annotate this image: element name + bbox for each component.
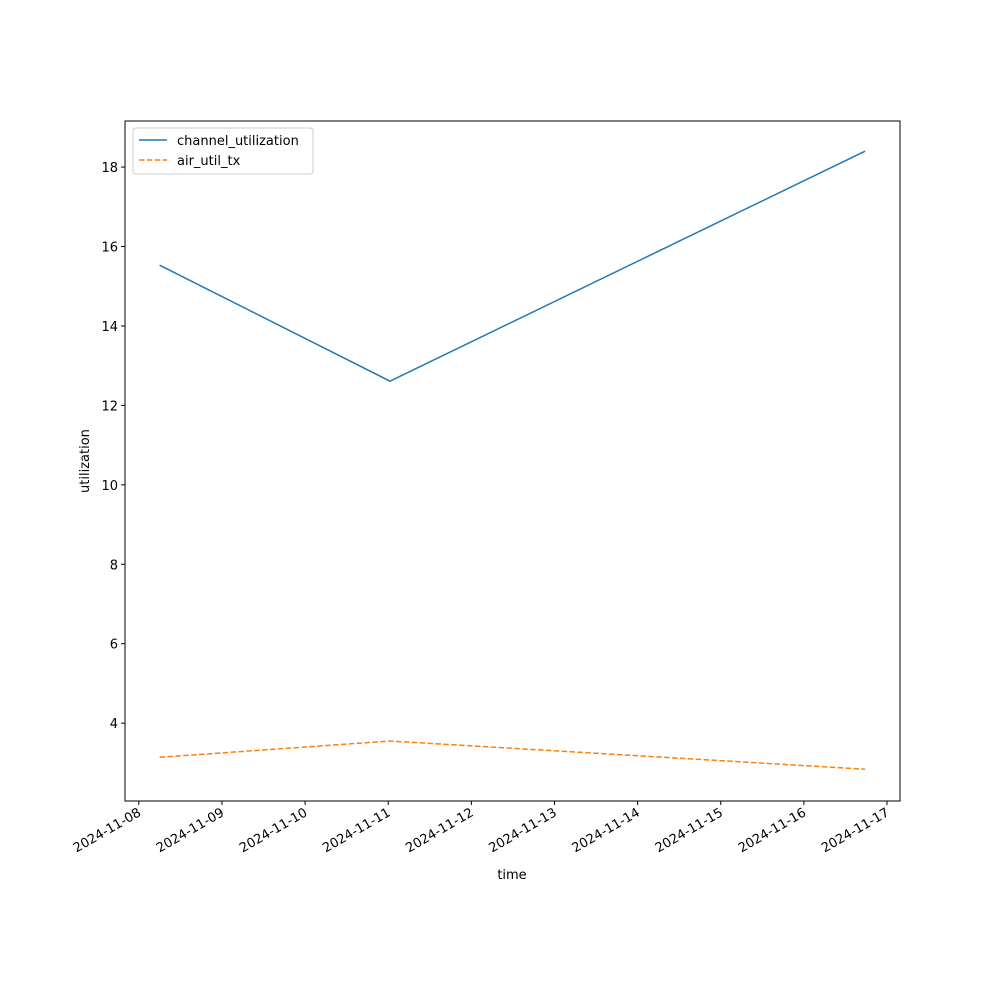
x-tick-label: 2024-11-15 [653,805,726,856]
y-tick-label: 10 [101,479,118,494]
line [159,740,866,770]
x-tick-label: 2024-11-10 [237,805,310,856]
x-tick-label: 2024-11-09 [154,805,227,856]
y-tick-label: 6 [110,638,118,653]
legend-label: air_util_tx [177,154,241,169]
plot-area [124,120,901,802]
y-tick-label: 12 [101,399,118,414]
x-axis-label: time [497,868,526,883]
y-tick-label: 14 [101,320,118,335]
x-tick-label: 2024-11-16 [736,805,809,856]
y-axis-label: utilization [78,429,93,493]
x-tick-label: 2024-11-12 [403,805,476,856]
y-tick-label: 18 [101,161,118,176]
x-tick-label: 2024-11-14 [570,805,643,856]
x-tick-label: 2024-11-11 [320,805,393,856]
y-tick-label: 16 [101,241,118,256]
legend-label: channel_utilization [177,134,299,149]
x-tick-label: 2024-11-08 [71,805,144,856]
x-tick-label: 2024-11-17 [819,805,892,856]
line [159,150,866,383]
x-tick-label: 2024-11-13 [487,805,560,856]
y-tick-label: 8 [110,558,118,573]
legend-box [132,127,314,175]
y-tick-label: 4 [110,717,118,732]
